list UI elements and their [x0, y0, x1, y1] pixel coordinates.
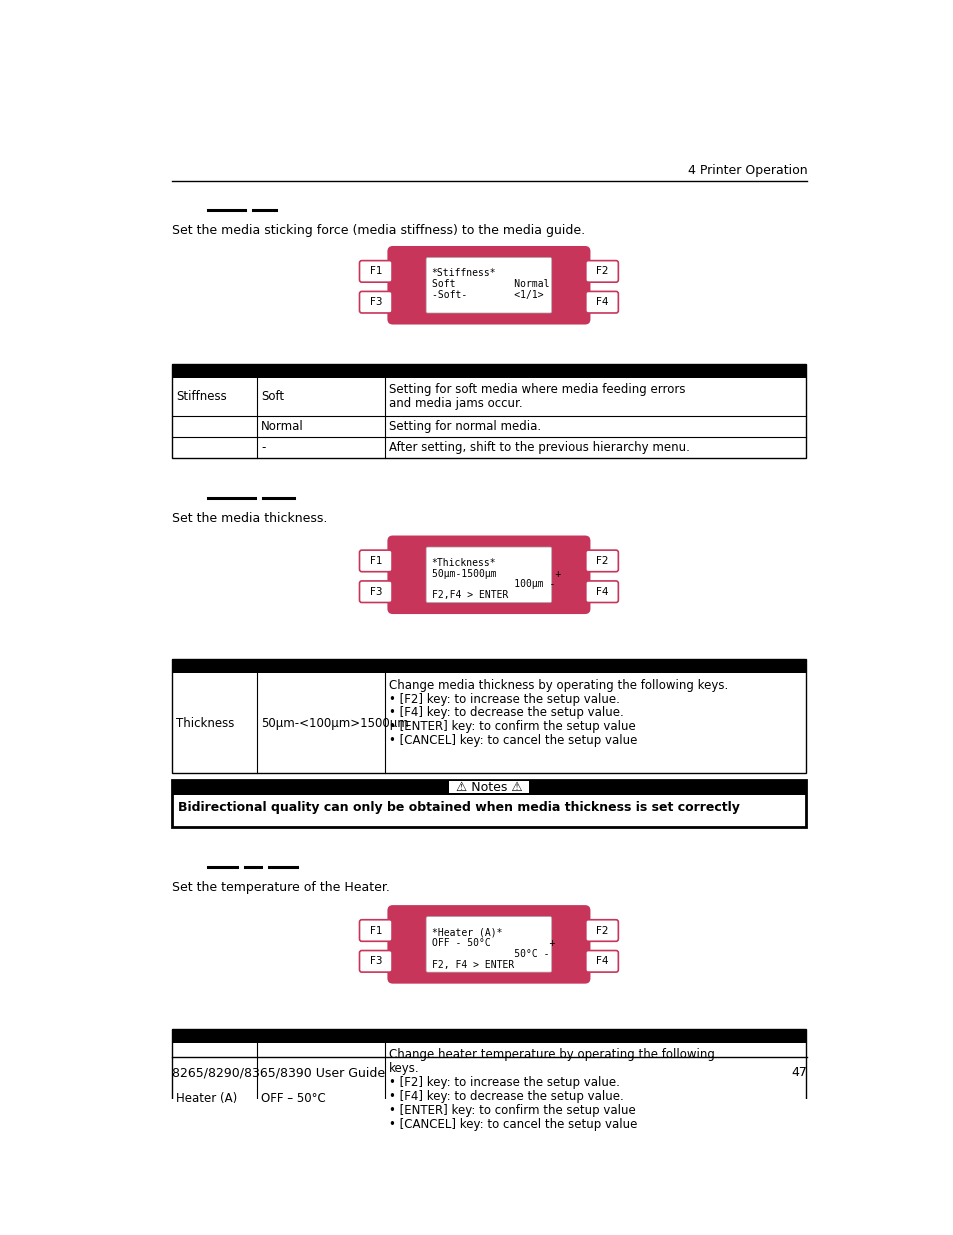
Text: • [F4] key: to decrease the setup value.: • [F4] key: to decrease the setup value.: [389, 706, 623, 720]
Text: 8265/8290/8365/8390 User Guide: 8265/8290/8365/8390 User Guide: [172, 1066, 385, 1079]
Text: F4: F4: [596, 587, 608, 597]
Bar: [172, 378, 805, 416]
Text: • [ENTER] key: to confirm the setup value: • [ENTER] key: to confirm the setup valu…: [389, 720, 635, 734]
Text: • [CANCEL] key: to cancel the setup value: • [CANCEL] key: to cancel the setup valu…: [389, 1118, 637, 1130]
Bar: [178, 785, 201, 789]
Bar: [776, 785, 799, 789]
Bar: [172, 416, 805, 437]
Text: *Stiffness*: *Stiffness*: [431, 268, 496, 278]
FancyBboxPatch shape: [387, 246, 590, 325]
Bar: [172, 364, 805, 458]
Text: Change media thickness by operating the following keys.: Change media thickness by operating the …: [389, 679, 727, 692]
FancyBboxPatch shape: [387, 905, 590, 983]
FancyBboxPatch shape: [585, 951, 618, 972]
FancyBboxPatch shape: [585, 291, 618, 312]
FancyBboxPatch shape: [359, 261, 392, 282]
Text: and media jams occur.: and media jams occur.: [389, 396, 522, 410]
Text: *Heater (A)*: *Heater (A)*: [431, 927, 501, 937]
Text: Soft: Soft: [261, 390, 284, 404]
Text: keys.: keys.: [389, 1062, 419, 1076]
FancyBboxPatch shape: [585, 550, 618, 572]
Text: OFF - 50°C          +: OFF - 50°C +: [431, 939, 555, 948]
Text: After setting, shift to the previous hierarchy menu.: After setting, shift to the previous hie…: [389, 441, 689, 453]
FancyBboxPatch shape: [426, 916, 551, 972]
Text: F1: F1: [369, 556, 381, 566]
Text: -Soft-        <1/1>: -Soft- <1/1>: [431, 290, 542, 300]
Bar: [448, 782, 529, 793]
Text: • [CANCEL] key: to cancel the setup value: • [CANCEL] key: to cancel the setup valu…: [389, 734, 637, 747]
FancyBboxPatch shape: [387, 536, 590, 614]
Bar: [172, 673, 805, 773]
Text: Soft          Normal: Soft Normal: [431, 279, 549, 289]
Text: Bidirectional quality can only be obtained when media thickness is set correctly: Bidirectional quality can only be obtain…: [178, 802, 740, 814]
FancyBboxPatch shape: [585, 920, 618, 941]
FancyBboxPatch shape: [585, 580, 618, 603]
Text: F2: F2: [596, 925, 608, 936]
Text: F1: F1: [369, 267, 381, 277]
Bar: [172, 659, 805, 773]
Bar: [172, 795, 805, 827]
Text: F3: F3: [369, 587, 381, 597]
Text: F2,F4 > ENTER: F2,F4 > ENTER: [431, 590, 507, 600]
Text: Heater (A): Heater (A): [175, 1092, 237, 1105]
Text: F2: F2: [596, 556, 608, 566]
Bar: [172, 1029, 805, 1042]
Text: • [ENTER] key: to confirm the setup value: • [ENTER] key: to confirm the setup valu…: [389, 1104, 635, 1116]
FancyBboxPatch shape: [359, 291, 392, 312]
Bar: [172, 1029, 805, 1155]
Text: -: -: [261, 441, 265, 453]
Text: • [F4] key: to decrease the setup value.: • [F4] key: to decrease the setup value.: [389, 1091, 623, 1103]
Text: Change heater temperature by operating the following: Change heater temperature by operating t…: [389, 1049, 714, 1061]
Text: 50μm-<100μm>1500μm: 50μm-<100μm>1500μm: [261, 716, 409, 730]
Text: OFF – 50°C: OFF – 50°C: [261, 1092, 326, 1105]
FancyBboxPatch shape: [426, 547, 551, 603]
Text: ⚠ Notes ⚠: ⚠ Notes ⚠: [456, 781, 521, 794]
Text: Stiffness: Stiffness: [175, 390, 227, 404]
Text: F1: F1: [369, 925, 381, 936]
Bar: [172, 779, 805, 795]
Bar: [172, 779, 805, 827]
Text: 50μm-1500μm          +: 50μm-1500μm +: [431, 568, 560, 579]
Bar: [172, 659, 805, 673]
FancyBboxPatch shape: [426, 258, 551, 312]
Bar: [172, 437, 805, 458]
FancyBboxPatch shape: [359, 580, 392, 603]
Text: F2: F2: [596, 267, 608, 277]
Text: • [F2] key: to increase the setup value.: • [F2] key: to increase the setup value.: [389, 1076, 619, 1089]
Text: Normal: Normal: [261, 420, 303, 433]
Text: Set the temperature of the Heater.: Set the temperature of the Heater.: [172, 882, 390, 894]
Bar: [172, 364, 805, 378]
Text: 47: 47: [791, 1066, 806, 1079]
Text: Set the media sticking force (media stiffness) to the media guide.: Set the media sticking force (media stif…: [172, 224, 584, 237]
FancyBboxPatch shape: [359, 550, 392, 572]
Text: • [F2] key: to increase the setup value.: • [F2] key: to increase the setup value.: [389, 693, 619, 705]
Text: Set the media thickness.: Set the media thickness.: [172, 511, 327, 525]
Text: F3: F3: [369, 298, 381, 308]
Text: F3: F3: [369, 956, 381, 966]
Text: 100μm -: 100μm -: [431, 579, 555, 589]
Text: F4: F4: [596, 298, 608, 308]
Text: Setting for normal media.: Setting for normal media.: [389, 420, 540, 433]
Text: Setting for soft media where media feeding errors: Setting for soft media where media feedi…: [389, 383, 685, 396]
Text: 50°C -: 50°C -: [431, 948, 549, 960]
Text: *Thickness*: *Thickness*: [431, 558, 496, 568]
Text: 4 Printer Operation: 4 Printer Operation: [687, 164, 806, 178]
Text: F2, F4 > ENTER: F2, F4 > ENTER: [431, 960, 514, 969]
FancyBboxPatch shape: [585, 261, 618, 282]
Bar: [172, 1042, 805, 1155]
FancyBboxPatch shape: [359, 920, 392, 941]
FancyBboxPatch shape: [359, 951, 392, 972]
Text: Thickness: Thickness: [175, 716, 233, 730]
Text: F4: F4: [596, 956, 608, 966]
